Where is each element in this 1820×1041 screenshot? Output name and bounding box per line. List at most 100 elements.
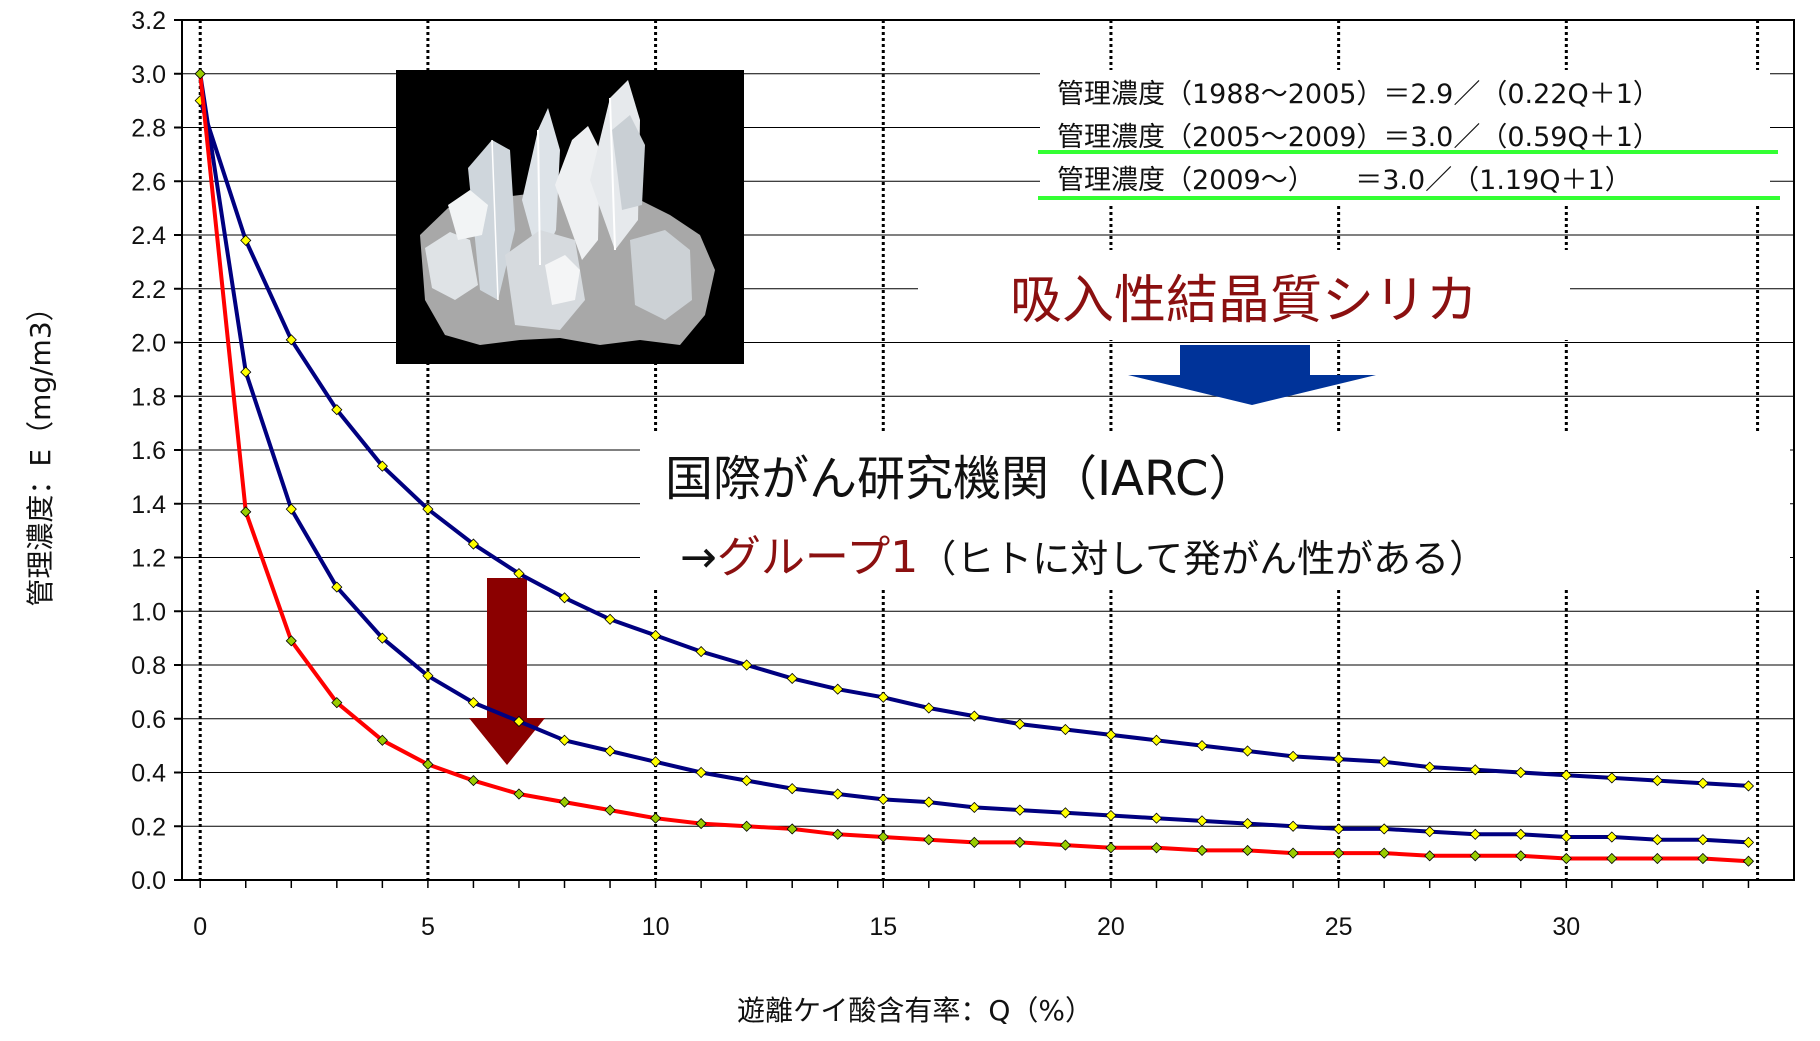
data-point bbox=[1424, 850, 1436, 862]
x-tick-label: 20 bbox=[1097, 913, 1125, 941]
x-tick-label: 15 bbox=[869, 913, 897, 941]
data-point bbox=[1651, 774, 1663, 787]
data-point bbox=[1560, 831, 1572, 843]
y-axis-ticks: 0.0 0.2 0.4 0.6 0.8 1.0 1.2 1.4 1.6 1.8 2.0 2.2 2.4 2… bbox=[131, 7, 182, 895]
y-tick-label: 2.2 bbox=[131, 276, 166, 304]
data-point bbox=[786, 672, 798, 685]
iarc-label-bg bbox=[640, 432, 1790, 587]
data-point bbox=[604, 804, 616, 816]
data-point bbox=[1606, 852, 1618, 865]
data-point bbox=[1651, 834, 1663, 846]
y-tick-label: 0.4 bbox=[131, 760, 166, 788]
data-point bbox=[650, 756, 662, 768]
y-tick-label: 1.2 bbox=[131, 545, 166, 573]
data-point bbox=[1014, 804, 1026, 816]
data-point bbox=[650, 812, 662, 824]
series-0 bbox=[194, 95, 1755, 792]
iarc-label: 国際がん研究機関（IARC） bbox=[665, 451, 1256, 507]
data-point bbox=[1333, 823, 1345, 835]
data-point bbox=[331, 697, 343, 709]
data-point bbox=[467, 538, 480, 550]
data-point bbox=[741, 659, 753, 671]
data-point bbox=[1378, 823, 1390, 835]
data-point bbox=[1560, 852, 1572, 865]
data-point bbox=[1241, 817, 1254, 830]
data-point bbox=[240, 234, 252, 246]
data-point bbox=[1378, 847, 1390, 859]
data-point bbox=[1105, 842, 1117, 854]
data-point bbox=[422, 758, 434, 771]
formula-box: 管理濃度（1988〜2005）＝2.9／（0.22Q＋1） 管理濃度（2005〜… bbox=[1038, 70, 1780, 206]
data-point bbox=[1150, 812, 1163, 824]
group-arrow-text: → bbox=[680, 532, 717, 583]
data-point bbox=[968, 710, 980, 722]
data-point bbox=[240, 506, 252, 518]
data-point bbox=[240, 366, 252, 378]
data-point bbox=[786, 783, 798, 795]
data-point bbox=[194, 68, 206, 80]
formula-2005-2009: 管理濃度（2005〜2009）＝3.0／（0.59Q＋1） bbox=[1057, 122, 1660, 153]
data-point bbox=[695, 766, 707, 779]
data-point bbox=[1059, 839, 1071, 851]
data-point bbox=[832, 828, 844, 840]
data-point bbox=[376, 734, 388, 746]
data-point bbox=[1515, 850, 1527, 862]
data-point bbox=[1697, 852, 1709, 865]
data-point bbox=[467, 774, 480, 787]
data-point bbox=[1515, 766, 1527, 779]
data-point bbox=[285, 635, 297, 647]
data-point bbox=[968, 836, 980, 848]
data-point bbox=[422, 670, 434, 682]
data-point bbox=[1424, 826, 1436, 838]
x-tick-label: 30 bbox=[1552, 913, 1580, 941]
data-point bbox=[1196, 815, 1208, 827]
data-point bbox=[1241, 844, 1254, 857]
data-point bbox=[1378, 756, 1390, 768]
y-tick-label: 0.6 bbox=[131, 706, 166, 734]
series-1 bbox=[194, 68, 1755, 848]
data-point bbox=[877, 831, 889, 843]
data-point bbox=[1469, 828, 1481, 840]
x-axis-label: 遊離ケイ酸含有率：Q（%） bbox=[737, 994, 1093, 1027]
data-point bbox=[1014, 836, 1026, 848]
data-point bbox=[558, 734, 571, 746]
data-point bbox=[1469, 850, 1481, 862]
y-tick-label: 1.4 bbox=[131, 491, 166, 519]
data-point bbox=[285, 503, 297, 515]
silica-label: 吸入性結晶質シリカ bbox=[1010, 271, 1478, 331]
data-point bbox=[604, 613, 616, 625]
data-point bbox=[1105, 729, 1117, 741]
data-point bbox=[331, 404, 343, 416]
blue-down-arrow bbox=[1128, 345, 1376, 405]
data-point bbox=[558, 592, 571, 604]
data-point bbox=[1333, 847, 1345, 859]
data-point bbox=[604, 745, 616, 757]
data-point bbox=[741, 774, 753, 787]
data-point bbox=[923, 702, 935, 714]
y-tick-label: 0.0 bbox=[131, 867, 166, 895]
data-point bbox=[1606, 831, 1618, 843]
formula-1988-2005: 管理濃度（1988〜2005）＝2.9／（0.22Q＋1） bbox=[1057, 79, 1660, 110]
data-point bbox=[877, 691, 889, 703]
data-point bbox=[1014, 718, 1026, 730]
x-axis-ticks: 0 5 10 15 20 25 30 bbox=[193, 880, 1750, 941]
data-point bbox=[467, 697, 480, 709]
data-point bbox=[877, 793, 889, 805]
data-point bbox=[1241, 745, 1254, 757]
x-tick-label: 10 bbox=[642, 913, 670, 941]
y-tick-label: 3.0 bbox=[131, 61, 166, 89]
data-point bbox=[786, 823, 798, 835]
y-axis-label: 管理濃度：E（mg/m3） bbox=[24, 293, 57, 606]
group-line: →グループ1（ヒトに対して発がん性がある） bbox=[680, 532, 1487, 583]
y-tick-label: 1.8 bbox=[131, 383, 166, 411]
data-point bbox=[923, 834, 935, 846]
group-note: （ヒトに対して発がん性がある） bbox=[918, 537, 1487, 581]
red-down-arrow bbox=[469, 578, 545, 765]
data-point bbox=[331, 581, 343, 593]
data-point bbox=[1196, 844, 1208, 857]
data-point bbox=[1105, 809, 1117, 822]
data-point bbox=[832, 788, 844, 800]
data-point bbox=[968, 801, 980, 814]
y-tick-label: 2.6 bbox=[131, 168, 166, 196]
